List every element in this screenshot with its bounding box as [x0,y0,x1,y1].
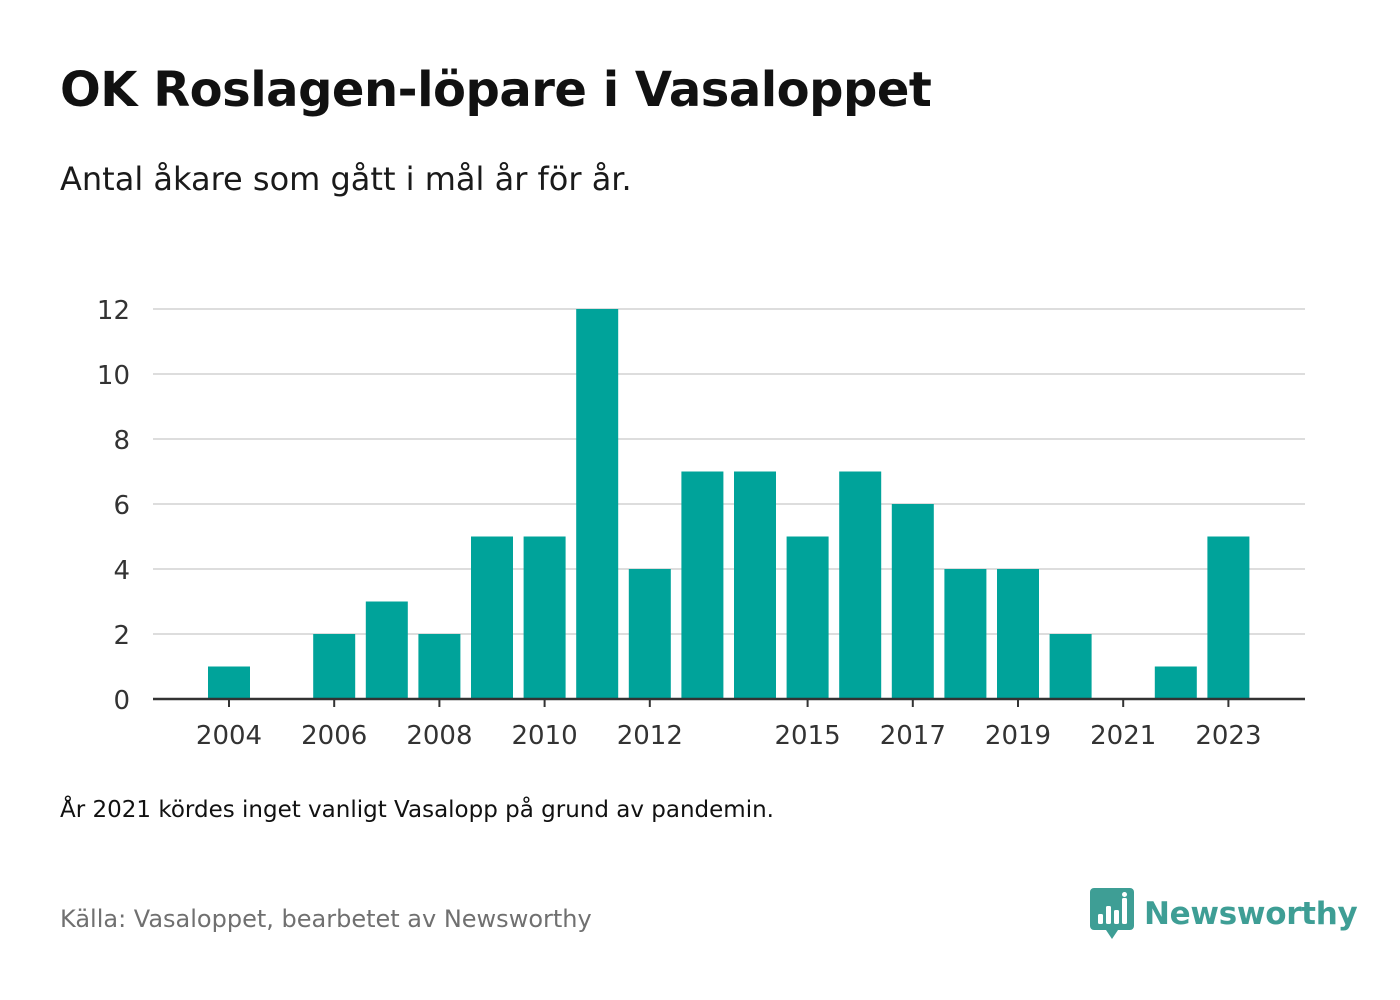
bar-2019 [997,569,1039,699]
bar-2014 [734,471,776,699]
bar-2017 [891,504,934,699]
bar-2008 [418,634,461,699]
x-tick-label: 2023 [1195,721,1261,751]
x-tick-label: 2008 [406,721,472,751]
bar-2023 [1207,536,1250,699]
bars [208,309,1250,699]
gridlines [153,308,1305,635]
x-tick-label: 2004 [196,721,262,751]
x-tick-label: 2019 [985,721,1051,751]
bar-2006 [313,634,356,699]
x-tick-label: 2017 [880,721,946,751]
bar-2015 [786,536,829,699]
bar-2004 [208,666,250,699]
y-tick-label: 6 [113,491,130,521]
bar-2013 [681,471,724,699]
brand: Newsworthy [1090,888,1358,940]
bar-2016 [839,471,882,699]
x-tick-label: 2010 [512,721,578,751]
newsworthy-logo-icon [1090,888,1134,939]
brand-name: Newsworthy [1144,896,1358,932]
y-tick-label: 2 [113,621,130,651]
y-tick-label: 12 [97,296,130,326]
y-tick-label: 0 [113,686,130,716]
chart-title: OK Roslagen-löpare i Vasaloppet [60,62,932,118]
y-tick-label: 8 [113,426,130,456]
x-tick-label: 2015 [775,721,841,751]
bar-2012 [628,569,671,699]
bar-2020 [1049,634,1092,699]
bar-2010 [523,536,566,699]
bar-2007 [365,601,408,699]
x-tick-label: 2012 [617,721,683,751]
chart-subtitle: Antal åkare som gått i mål år för år. [60,160,632,198]
y-tick-label: 4 [113,556,130,586]
chart-note: År 2021 kördes inget vanligt Vasalopp på… [60,797,774,823]
bar-2011 [576,309,619,699]
x-tick-label: 2006 [301,721,367,751]
axes: 0 2 4 6 8 10 12 2004 2006 2008 2010 2012 2015 2017 201… [97,296,1305,751]
y-tick-label: 10 [97,361,130,391]
x-tick-label: 2021 [1090,721,1156,751]
source-text: Källa: Vasaloppet, bearbetet av Newswort… [60,905,592,933]
bar-chart: 0 2 4 6 8 10 12 2004 2006 2008 2010 2012 2015 2017 201… [97,296,1305,751]
bar-2009 [471,536,513,699]
bar-2022 [1154,666,1197,699]
bar-2018 [944,569,987,699]
